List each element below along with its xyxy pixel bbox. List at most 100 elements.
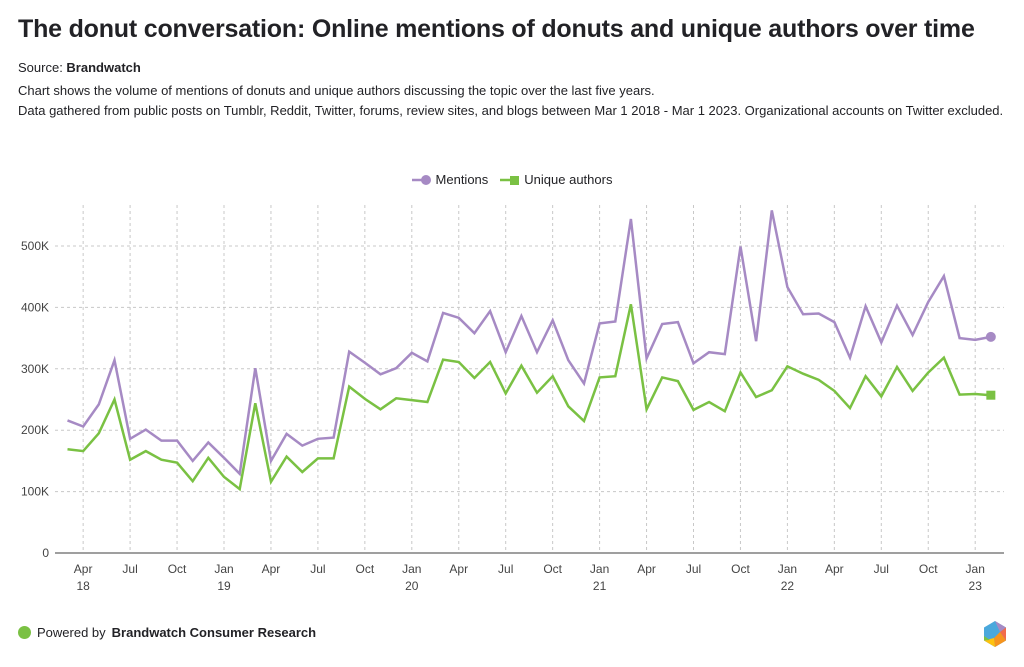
y-tick-label: 0 [42, 546, 49, 560]
footer: Powered by Brandwatch Consumer Research [18, 625, 316, 640]
description-line-1: Chart shows the volume of mentions of do… [18, 83, 655, 98]
chart-title: The donut conversation: Online mentions … [18, 15, 975, 43]
data-point [347, 385, 351, 389]
data-point [770, 388, 774, 392]
data-point [175, 461, 179, 465]
data-point [629, 217, 633, 221]
data-point [66, 447, 70, 451]
data-point [488, 360, 492, 364]
data-point [738, 245, 742, 249]
data-point [379, 372, 383, 376]
x-tick-label: Jul [686, 562, 701, 576]
data-point [519, 314, 523, 318]
data-point [566, 404, 570, 408]
data-point [159, 439, 163, 443]
data-point [206, 440, 210, 444]
x-tick-year-label: 23 [969, 579, 983, 593]
x-tick-label: Apr [262, 562, 281, 576]
powered-by-label: Powered by [37, 625, 106, 640]
x-tick-label: Apr [74, 562, 93, 576]
data-point [832, 389, 836, 393]
data-point-end-marker [986, 390, 996, 400]
data-point [879, 340, 883, 344]
data-point [879, 394, 883, 398]
data-point [566, 358, 570, 362]
data-point [300, 470, 304, 474]
data-point [472, 376, 476, 380]
data-point [942, 356, 946, 360]
data-point [519, 364, 523, 368]
y-tick-label: 200K [21, 423, 49, 437]
x-tick-year-label: 21 [593, 579, 607, 593]
data-point [504, 391, 508, 395]
data-point [723, 409, 727, 413]
data-point [269, 459, 273, 463]
data-point [754, 339, 758, 343]
data-point [285, 432, 289, 436]
data-point [723, 352, 727, 356]
data-point [958, 393, 962, 397]
data-point [112, 398, 116, 402]
series-line-mentions [67, 210, 992, 477]
x-tick-label: Jan [778, 562, 797, 576]
data-point [973, 392, 977, 396]
x-tick-year-label: 18 [76, 579, 90, 593]
data-point [864, 304, 868, 308]
data-point [973, 338, 977, 342]
data-point [942, 274, 946, 278]
x-tick-label: Jul [498, 562, 513, 576]
data-point [112, 358, 116, 362]
x-tick-label: Oct [919, 562, 938, 576]
data-point [551, 374, 555, 378]
data-point [332, 456, 336, 460]
data-point [394, 396, 398, 400]
data-point [253, 401, 257, 405]
y-tick-label: 100K [21, 485, 49, 499]
data-point [645, 407, 649, 411]
data-point [425, 400, 429, 404]
data-point [363, 397, 367, 401]
data-point [801, 312, 805, 316]
source-name: Brandwatch [66, 60, 141, 75]
data-point [895, 304, 899, 308]
y-tick-label: 300K [21, 362, 49, 376]
data-point [144, 449, 148, 453]
data-point [582, 419, 586, 423]
data-point [191, 459, 195, 463]
legend-item-mentions[interactable]: Mentions [411, 172, 488, 187]
data-point [81, 425, 85, 429]
data-point [441, 311, 445, 315]
x-tick-year-label: 20 [405, 579, 419, 593]
data-point [238, 487, 242, 491]
x-tick-label: Oct [356, 562, 375, 576]
data-point [222, 475, 226, 479]
data-point [660, 375, 664, 379]
x-tick-label: Jan [966, 562, 985, 576]
data-point [848, 406, 852, 410]
data-point [441, 358, 445, 362]
data-point [613, 374, 617, 378]
data-point [159, 458, 163, 462]
source-label: Source: [18, 60, 67, 75]
data-point [848, 356, 852, 360]
data-point [363, 361, 367, 365]
x-tick-label: Jan [590, 562, 609, 576]
data-point [676, 320, 680, 324]
data-point [128, 458, 132, 462]
data-point [754, 395, 758, 399]
hexagon-logo-icon[interactable] [982, 620, 1008, 648]
data-point [895, 365, 899, 369]
data-point [911, 333, 915, 337]
legend-label: Unique authors [524, 172, 613, 187]
data-point [801, 372, 805, 376]
data-point [629, 302, 633, 306]
x-tick-year-label: 19 [217, 579, 231, 593]
chart-description: Chart shows the volume of mentions of do… [18, 81, 1018, 121]
data-point [692, 361, 696, 365]
source-line: Source: Brandwatch [18, 60, 141, 75]
data-point [472, 331, 476, 335]
data-point [81, 449, 85, 453]
x-tick-label: Jul [874, 562, 889, 576]
legend-item-unique-authors[interactable]: Unique authors [500, 172, 612, 187]
data-point [97, 431, 101, 435]
